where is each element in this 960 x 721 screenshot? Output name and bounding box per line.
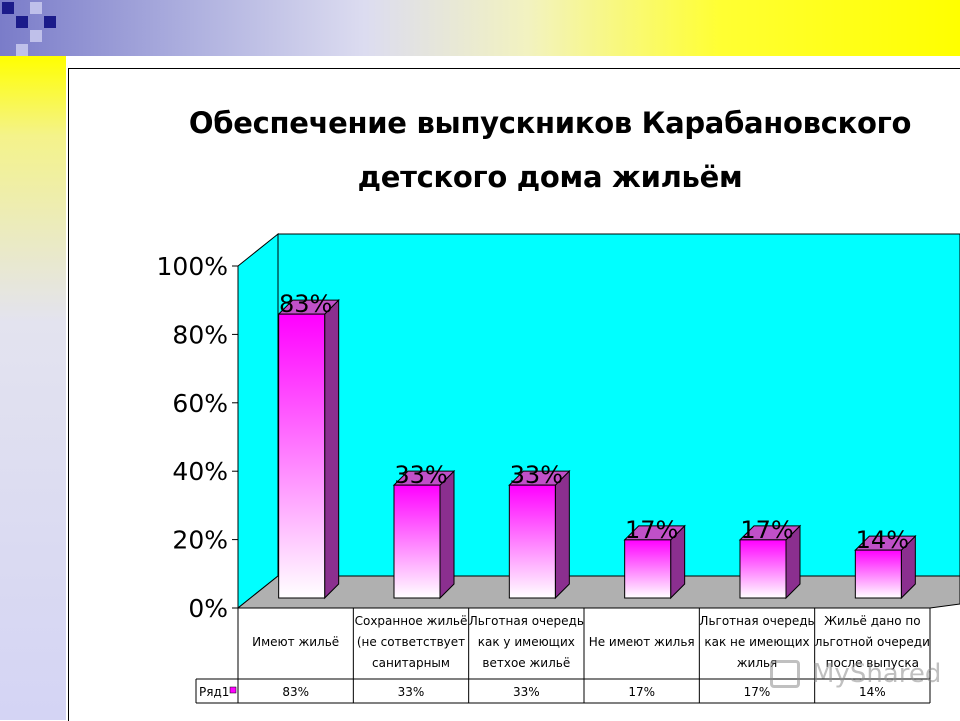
bar: 33% [508,461,571,600]
bar-front [739,539,787,599]
chart-title-line-2: детского дома жильём [357,160,743,194]
x-category-label: льготной очереди [815,635,930,649]
bar-data-label: 17% [625,516,678,544]
chart-title: Обеспечение выпускников Карабановского д… [150,96,950,204]
decor-square [30,30,42,42]
bar-side [554,469,570,600]
bar-data-label: 17% [740,516,793,544]
chart-side-wall [237,232,279,610]
x-category-label: Не имеют жилья [589,635,695,649]
watermark: MyShared [812,659,942,689]
slide-top-band [0,0,960,56]
y-tick-label: 80% [172,320,228,349]
table-value-cell: 83% [282,685,309,699]
x-category-label: как не имеющих [704,635,809,649]
decor-square [2,2,14,14]
x-category-label: после выпуска [826,656,919,670]
y-tick-label: 100% [157,252,228,281]
bar: 14% [854,526,917,600]
bar-front [278,313,326,599]
bar-data-label: 83% [279,290,332,318]
table-value-cell: 17% [628,685,655,699]
legend-key [229,686,237,694]
decor-square [16,44,28,56]
bar: 33% [392,461,456,600]
table-value-cell: 17% [744,685,771,699]
decor-square [44,16,56,28]
bar: 17% [738,516,802,600]
bar: 17% [623,516,686,600]
chart-floor [236,575,960,609]
table-value-cell: 14% [859,685,886,699]
table-value-cell: 33% [513,685,540,699]
x-category-label: Льготная очередь [469,614,584,628]
y-tick-label: 20% [172,526,228,555]
legend-series-name: Ряд1 [199,685,229,699]
x-category-label: Сохранное жильё [355,614,468,628]
table-value-cell: 33% [398,685,425,699]
x-category-label: санитарным [372,656,450,670]
bar-front [508,484,556,599]
bar: 83% [277,290,340,600]
bar-front [624,539,672,599]
x-category-label: как у имеющих [478,635,575,649]
bar-data-label: 33% [394,461,447,489]
x-category-label: Жильё дано по [824,614,921,628]
watermark-logo-icon [770,660,800,688]
chart-back-wall [277,233,960,577]
bar-side [439,469,455,600]
chart-title-line-1: Обеспечение выпускников Карабановского [188,106,912,140]
x-category-label: жилья [737,656,778,670]
bar-data-label: 14% [856,526,909,554]
decor-square [30,2,42,14]
bar-front [393,484,441,599]
x-category-label: ветхое жильё [482,656,570,670]
bar-data-label: 33% [510,461,563,489]
y-tick-label: 0% [188,594,228,623]
bar-front [854,549,902,599]
y-tick-label: 40% [172,457,228,486]
x-category-label: Льготная очередь [699,614,814,628]
y-tick-label: 60% [172,389,228,418]
decor-square [16,16,28,28]
x-category-label: Имеют жильё [252,635,339,649]
x-category-label: (не сответствует [357,635,465,649]
bar-side [324,298,340,600]
slide-left-band [0,56,66,720]
